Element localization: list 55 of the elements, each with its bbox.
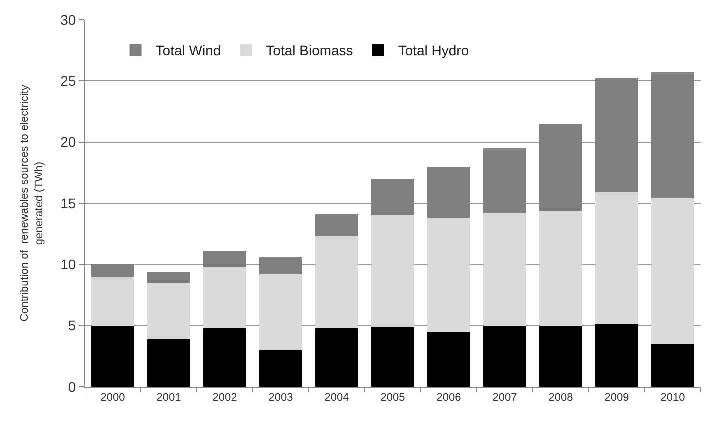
- x-tick-label: 2005: [380, 392, 406, 404]
- bar: [651, 72, 695, 199]
- bar: [147, 339, 191, 387]
- bar: [371, 327, 415, 387]
- bar: [147, 272, 191, 284]
- x-tick-label: 2001: [156, 392, 182, 404]
- x-tick-label: 2006: [436, 392, 462, 404]
- x-tick-label: 2000: [100, 392, 126, 404]
- y-tick-label: 30: [60, 12, 76, 28]
- bar: [259, 257, 303, 274]
- x-tick-label: 2003: [268, 392, 294, 404]
- legend-label: Total Biomass: [266, 42, 354, 59]
- bar: [595, 78, 639, 192]
- bar: [147, 283, 191, 340]
- bar: [427, 332, 471, 387]
- bar: [91, 264, 135, 277]
- bar: [595, 324, 639, 387]
- legend-label: Total Hydro: [398, 42, 470, 59]
- bar: [539, 210, 583, 326]
- bar: [427, 218, 471, 332]
- bar: [595, 192, 639, 325]
- x-tick-label: 2004: [324, 392, 350, 404]
- x-tick-label: 2010: [660, 392, 686, 404]
- y-axis-title: Contribution of renewables sources to electricity generated (TWh): [18, 84, 46, 322]
- bar: [651, 198, 695, 344]
- bar: [483, 326, 527, 387]
- bar: [91, 276, 135, 326]
- bar: [91, 326, 135, 387]
- bar: [427, 166, 471, 218]
- y-tick-label: 20: [60, 134, 76, 150]
- bar: [539, 326, 583, 387]
- bar: [315, 328, 359, 387]
- x-tick-label: 2008: [548, 392, 574, 404]
- y-tick-label: 0: [68, 378, 76, 395]
- y-tick-label: 15: [60, 195, 76, 212]
- y-tick-label: 5: [68, 318, 76, 334]
- bar: [259, 350, 303, 387]
- y-tick-label: 10: [60, 256, 76, 273]
- bar: [315, 214, 359, 237]
- legend-label: Total Wind: [156, 42, 222, 59]
- bar: [203, 267, 247, 328]
- bar: [371, 179, 415, 216]
- bar: [651, 344, 695, 387]
- bar: [203, 251, 247, 268]
- bar: [483, 148, 527, 214]
- x-tick-label: 2007: [492, 392, 518, 404]
- bar: [483, 213, 527, 326]
- bar: [539, 124, 583, 211]
- x-tick-label: 2002: [212, 392, 238, 404]
- bar: [259, 274, 303, 350]
- y-tick-label: 25: [60, 73, 76, 90]
- bar: [371, 216, 415, 328]
- bar: [315, 236, 359, 328]
- bar: [203, 328, 247, 387]
- x-tick-label: 2009: [604, 392, 630, 404]
